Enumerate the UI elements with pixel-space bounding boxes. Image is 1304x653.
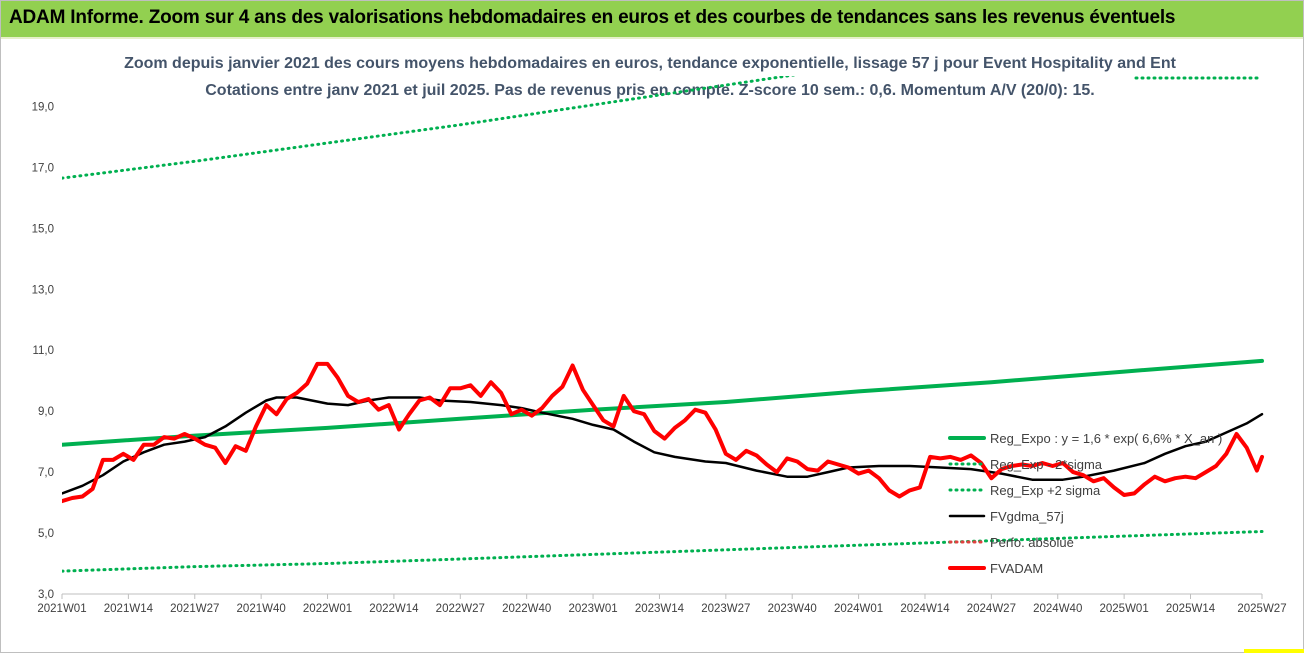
legend-label-5: FVADAM (990, 561, 1043, 576)
x-tick-label: 2025W27 (1237, 603, 1286, 615)
y-tick-label: 5,0 (38, 528, 54, 540)
x-tick-label: 2024W40 (1033, 603, 1082, 615)
legend-label-3: FVgdma_57j (990, 509, 1064, 524)
y-tick-label: 15,0 (32, 223, 54, 235)
y-tick-label: 13,0 (32, 284, 54, 296)
series-line-2 (62, 76, 798, 180)
y-tick-label: 17,0 (32, 162, 54, 174)
x-tick-label: 2023W27 (701, 603, 750, 615)
legend-label-2: Reg_Exp +2 sigma (990, 483, 1101, 498)
legend-label-0: Reg_Expo : y = 1,6 * exp( 6,6% * X_an ) (990, 431, 1222, 446)
legend-label-4: Perfo. absolue (990, 535, 1074, 550)
series-line-3 (62, 396, 1264, 495)
series-line-0 (62, 358, 1264, 447)
chart-subtitle: Cotations entre janv 2021 et juil 2025. … (205, 82, 1095, 99)
series-layer (62, 76, 1264, 573)
x-tick-label: 2022W01 (303, 603, 352, 615)
y-tick-label: 3,0 (38, 589, 54, 601)
x-tick-label: 2021W01 (37, 603, 86, 615)
series-line-1 (62, 530, 1264, 573)
decorative-corner (1244, 649, 1304, 653)
legend-label-1: Reg_Exp - 2*sigma (990, 457, 1103, 472)
y-tick-label: 7,0 (38, 467, 54, 479)
report-header: ADAM Informe. Zoom sur 4 ans des valoris… (1, 1, 1303, 39)
x-tick-label: 2021W40 (237, 603, 286, 615)
x-tick-label: 2024W14 (900, 603, 950, 615)
x-tick-label: 2024W27 (967, 603, 1016, 615)
x-tick-label: 2024W01 (834, 603, 883, 615)
series-line-5 (62, 361, 1264, 504)
x-tick-label: 2025W14 (1166, 603, 1216, 615)
x-tick-label: 2023W40 (768, 603, 817, 615)
y-tick-label: 19,0 (32, 101, 54, 113)
x-tick-label: 2021W14 (104, 603, 154, 615)
x-tick-label: 2022W27 (436, 603, 485, 615)
axes: 3,0 5,0 7,0 9,0 11,0 13,0 15,0 17,0 19,0 2021W01 2… (32, 101, 1287, 615)
x-tick-label: 2025W01 (1100, 603, 1149, 615)
x-tick-label: 2022W40 (502, 603, 551, 615)
legend: Reg_Expo : y = 1,6 * exp( 6,6% * X_an ) R… (948, 431, 1222, 576)
y-tick-label: 11,0 (32, 345, 54, 357)
x-tick-label: 2023W01 (568, 603, 617, 615)
report-title: ADAM Informe. Zoom sur 4 ans des valoris… (9, 7, 1176, 28)
x-tick-label: 2021W27 (170, 603, 219, 615)
x-tick-label: 2023W14 (635, 603, 685, 615)
chart-titles: Zoom depuis janvier 2021 des cours moyen… (124, 55, 1177, 99)
x-tick-label: 2022W14 (369, 603, 419, 615)
y-tick-label: 9,0 (38, 406, 54, 418)
chart-title: Zoom depuis janvier 2021 des cours moyen… (124, 55, 1177, 72)
